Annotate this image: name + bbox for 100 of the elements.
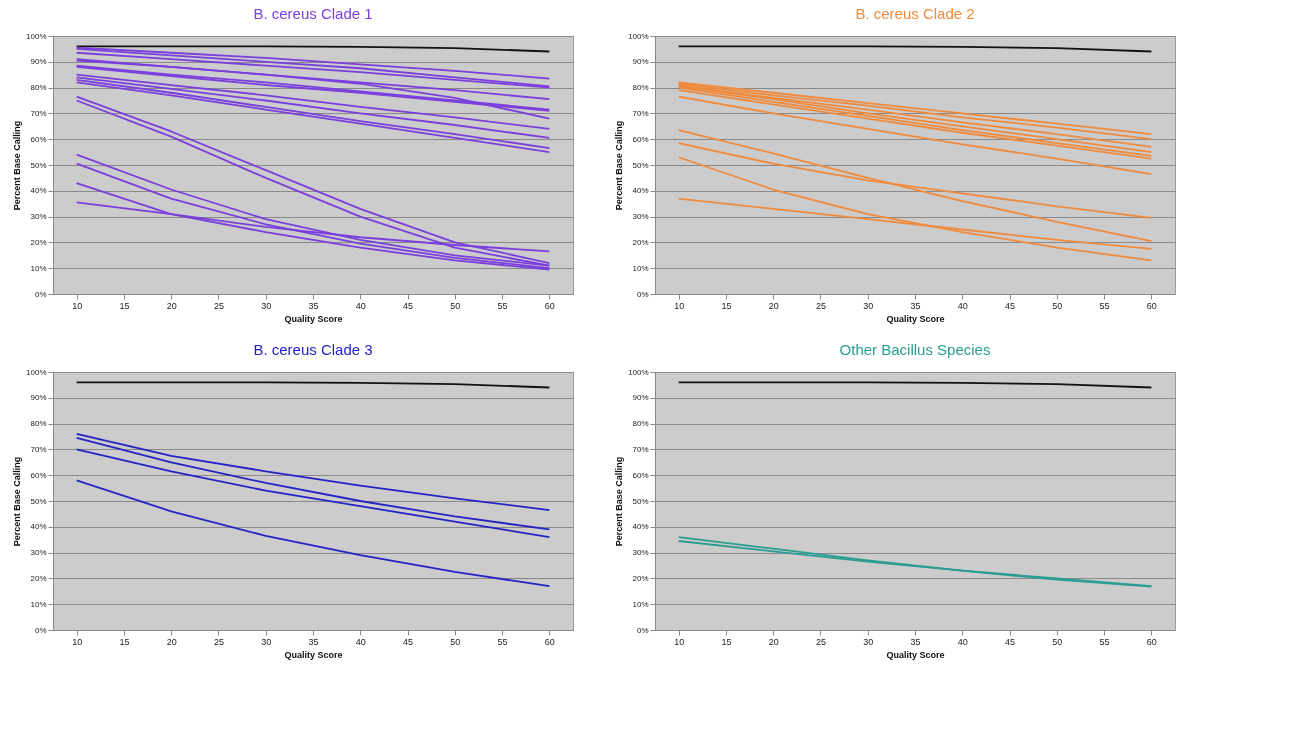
x-tick-label: 40	[957, 636, 968, 647]
y-tick-label: 60%	[632, 470, 649, 480]
y-tick-label: 50%	[632, 160, 649, 170]
x-tick-label: 60	[1146, 300, 1157, 311]
x-axis-title: Quality Score	[886, 313, 945, 324]
x-tick-label: 50	[1052, 636, 1063, 647]
x-tick-label: 30	[863, 300, 874, 311]
y-tick-label: 0%	[34, 625, 47, 635]
x-tick-label: 30	[261, 636, 272, 647]
y-axis-title: Percent Base Calling	[12, 120, 23, 211]
y-tick-label: 40%	[30, 186, 47, 196]
y-tick-label: 70%	[632, 444, 649, 454]
y-tick-label: 10%	[30, 263, 47, 273]
x-tick-label: 50	[450, 636, 461, 647]
x-tick-label: 25	[815, 300, 826, 311]
x-tick-label: 35	[308, 636, 319, 647]
y-tick-label: 100%	[628, 31, 649, 41]
y-tick-label: 20%	[632, 573, 649, 583]
chart-title: B. cereus Clade 1	[253, 5, 373, 22]
y-tick-label: 80%	[632, 419, 649, 429]
y-tick-label: 80%	[632, 83, 649, 93]
y-axis-title: Percent Base Calling	[614, 456, 625, 547]
x-tick-label: 45	[1005, 636, 1016, 647]
x-tick-label: 60	[544, 300, 555, 311]
y-tick-label: 90%	[30, 393, 47, 403]
y-tick-label: 0%	[34, 289, 47, 299]
y-tick-label: 20%	[632, 237, 649, 247]
y-axis-title: Percent Base Calling	[12, 456, 23, 547]
x-tick-label: 60	[544, 636, 555, 647]
y-tick-label: 50%	[30, 496, 47, 506]
x-tick-label: 55	[497, 300, 508, 311]
x-axis-title: Quality Score	[284, 649, 343, 660]
x-tick-label: 35	[910, 636, 921, 647]
y-tick-label: 60%	[632, 134, 649, 144]
x-tick-label: 45	[403, 636, 414, 647]
y-tick-label: 90%	[632, 393, 649, 403]
y-tick-label: 90%	[30, 57, 47, 67]
x-tick-label: 25	[213, 300, 224, 311]
x-tick-label: 60	[1146, 636, 1157, 647]
chart-title: B. cereus Clade 2	[855, 5, 975, 22]
x-tick-label: 10	[674, 636, 685, 647]
x-tick-label: 35	[308, 300, 319, 311]
y-tick-label: 50%	[30, 160, 47, 170]
x-tick-label: 25	[213, 636, 224, 647]
x-axis-title: Quality Score	[284, 313, 343, 324]
x-tick-label: 40	[355, 636, 366, 647]
x-tick-label: 40	[355, 300, 366, 311]
y-tick-label: 90%	[632, 57, 649, 67]
y-tick-label: 20%	[30, 237, 47, 247]
y-tick-label: 10%	[632, 599, 649, 609]
x-tick-label: 20	[768, 300, 779, 311]
x-tick-label: 45	[1005, 300, 1016, 311]
y-tick-label: 80%	[30, 419, 47, 429]
x-tick-label: 20	[768, 636, 779, 647]
y-tick-label: 30%	[30, 548, 47, 558]
y-tick-label: 60%	[30, 470, 47, 480]
x-tick-label: 30	[261, 300, 272, 311]
y-axis-title: Percent Base Calling	[614, 120, 625, 211]
x-tick-label: 45	[403, 300, 414, 311]
chart-title: Other Bacillus Species	[839, 341, 991, 358]
y-tick-label: 60%	[30, 134, 47, 144]
x-tick-label: 55	[1099, 300, 1110, 311]
y-tick-label: 100%	[26, 367, 47, 377]
y-tick-label: 30%	[632, 548, 649, 558]
y-tick-label: 70%	[632, 108, 649, 118]
x-axis-title: Quality Score	[886, 649, 945, 660]
chart-title: B. cereus Clade 3	[253, 341, 373, 358]
y-tick-label: 40%	[632, 522, 649, 532]
y-tick-label: 70%	[30, 444, 47, 454]
x-tick-label: 25	[815, 636, 826, 647]
x-tick-label: 40	[957, 300, 968, 311]
x-tick-label: 50	[450, 300, 461, 311]
y-tick-label: 20%	[30, 573, 47, 583]
y-tick-label: 50%	[632, 496, 649, 506]
x-tick-label: 30	[863, 636, 874, 647]
y-tick-label: 0%	[636, 625, 649, 635]
x-tick-label: 15	[721, 636, 732, 647]
y-tick-label: 30%	[30, 212, 47, 222]
y-tick-label: 0%	[636, 289, 649, 299]
x-tick-label: 50	[1052, 300, 1063, 311]
x-tick-label: 10	[72, 636, 83, 647]
x-tick-label: 15	[119, 636, 130, 647]
x-tick-label: 15	[721, 300, 732, 311]
y-tick-label: 40%	[632, 186, 649, 196]
y-tick-label: 80%	[30, 83, 47, 93]
y-tick-label: 100%	[628, 367, 649, 377]
y-tick-label: 10%	[30, 599, 47, 609]
y-tick-label: 70%	[30, 108, 47, 118]
y-tick-label: 100%	[26, 31, 47, 41]
x-tick-label: 55	[1099, 636, 1110, 647]
y-tick-label: 40%	[30, 522, 47, 532]
x-tick-label: 55	[497, 636, 508, 647]
x-tick-label: 10	[674, 300, 685, 311]
y-tick-label: 10%	[632, 263, 649, 273]
x-tick-label: 20	[166, 636, 177, 647]
x-tick-label: 20	[166, 300, 177, 311]
y-tick-label: 30%	[632, 212, 649, 222]
x-tick-label: 35	[910, 300, 921, 311]
x-tick-label: 10	[72, 300, 83, 311]
x-tick-label: 15	[119, 300, 130, 311]
